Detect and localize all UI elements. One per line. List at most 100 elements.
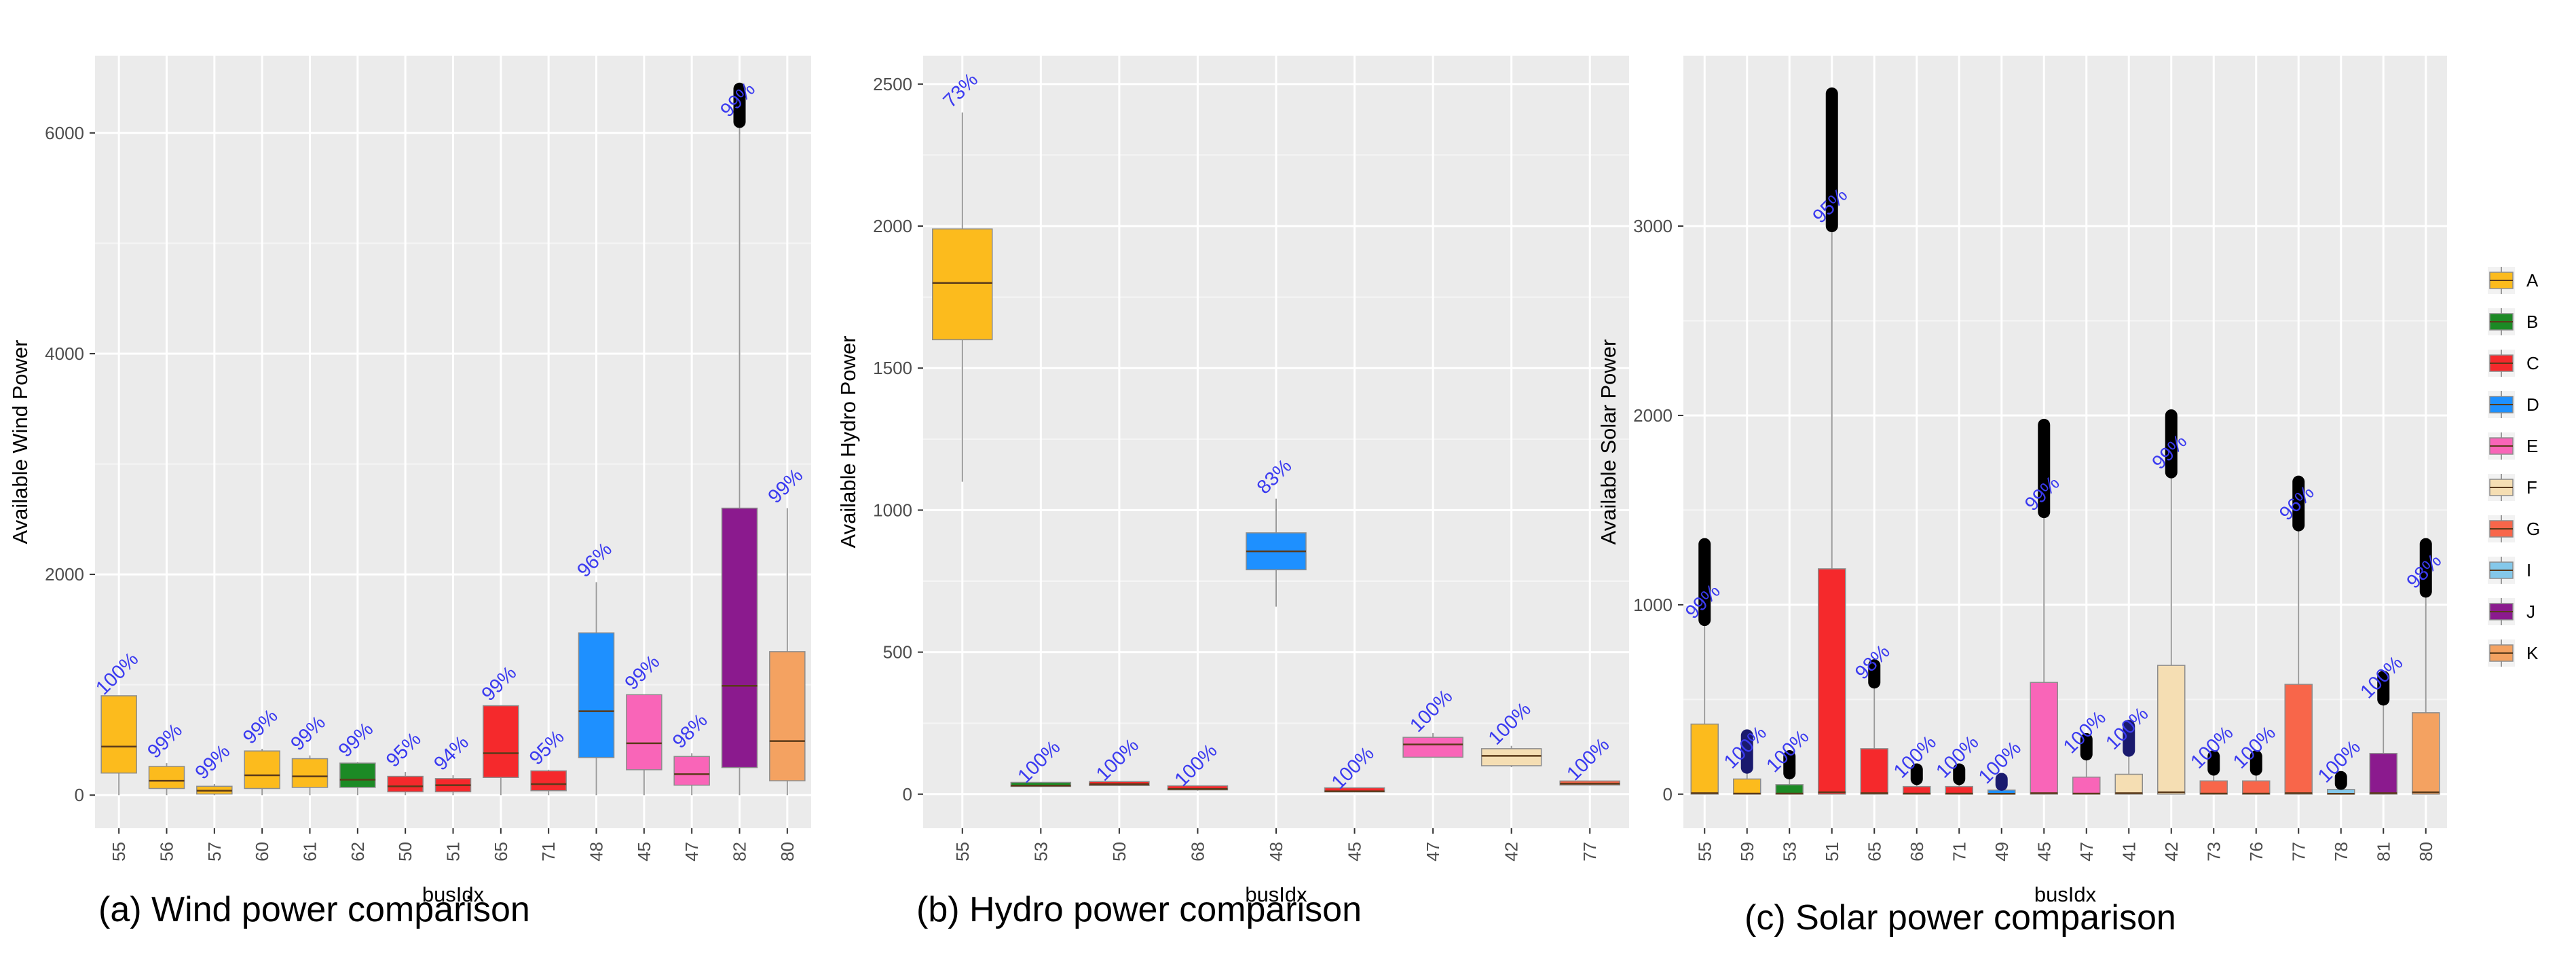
x-tick-label: 77 [2288, 842, 2309, 861]
box-47 [2072, 776, 2101, 795]
box-47 [1402, 737, 1463, 758]
box-65 [483, 705, 519, 778]
y-tick-label: 2500 [873, 74, 912, 94]
box-80 [2412, 712, 2440, 795]
box-61 [291, 758, 329, 788]
x-tick-label: 48 [1266, 842, 1286, 861]
box-47 [673, 756, 710, 786]
box-55 [100, 695, 137, 774]
x-tick-label: 76 [2246, 842, 2266, 861]
box-71 [530, 770, 567, 792]
legend-label-E: E [2526, 436, 2538, 456]
x-tick-label: 65 [491, 842, 511, 861]
x-tick-label: 47 [682, 842, 702, 861]
x-tick-label: 53 [1779, 842, 1799, 861]
x-tick-label: 48 [586, 842, 607, 861]
box-82 [721, 507, 758, 768]
x-tick-label: 55 [952, 842, 973, 861]
x-tick-label: 42 [1501, 842, 1522, 861]
x-tick-label: 81 [2373, 842, 2393, 861]
x-tick-label: 51 [443, 842, 464, 861]
x-tick-label: 60 [252, 842, 272, 861]
box-41 [2114, 773, 2143, 795]
y-axis-title: Available Solar Power [1597, 339, 1620, 545]
y-tick-label: 0 [903, 784, 912, 804]
y-tick-label: 2000 [45, 564, 84, 585]
x-tick-label: 62 [348, 842, 368, 861]
x-tick-label: 68 [1187, 842, 1208, 861]
y-tick-label: 1000 [873, 500, 912, 520]
box-55 [1690, 723, 1719, 795]
x-tick-label: 47 [1423, 842, 1443, 861]
box-76 [2242, 780, 2271, 795]
box-65 [1860, 748, 1888, 795]
box-50 [387, 775, 424, 793]
legend: A B C D E F G I J K [2488, 267, 2540, 667]
x-tick-label: 50 [395, 842, 415, 861]
x-tick-label: 55 [109, 842, 129, 861]
x-tick-label: 71 [1949, 842, 1969, 861]
x-tick-label: 57 [204, 842, 225, 861]
x-tick-label: 47 [2076, 842, 2097, 861]
solar-power-chart: 010002000300099%55100%59100%5395%5198%65… [1597, 56, 2447, 906]
legend-label-A: A [2526, 270, 2539, 291]
y-tick-label: 2000 [1633, 405, 1673, 426]
x-tick-label: 65 [1864, 842, 1884, 861]
x-tick-label: 82 [730, 842, 750, 861]
y-tick-label: 0 [75, 785, 84, 805]
box-60 [244, 750, 280, 790]
legend-label-G: G [2526, 519, 2540, 539]
box-42 [1480, 748, 1542, 766]
x-tick-label: 45 [634, 842, 654, 861]
x-tick-label: 73 [2203, 842, 2224, 861]
y-tick-label: 1500 [873, 358, 912, 378]
caption-wind: (a) Wind power comparison [98, 890, 530, 929]
caption-solar: (c) Solar power comparison [1744, 898, 2176, 938]
y-tick-label: 3000 [1633, 216, 1673, 236]
x-tick-label: 59 [1737, 842, 1757, 861]
box-59 [1733, 778, 1761, 795]
x-tick-label: 45 [2034, 842, 2054, 861]
x-axis-title: busIdx [1245, 883, 1307, 906]
x-tick-label: 78 [2331, 842, 2351, 861]
legend-label-C: C [2526, 353, 2539, 373]
x-tick-label: 71 [538, 842, 559, 861]
x-tick-label: 45 [1345, 842, 1365, 861]
x-tick-label: 80 [2416, 842, 2436, 861]
y-tick-label: 500 [883, 642, 912, 663]
box-80 [769, 651, 806, 781]
box-45 [2030, 682, 2058, 795]
x-tick-label: 50 [1109, 842, 1130, 861]
y-tick-label: 1000 [1633, 595, 1673, 615]
box-51 [1818, 568, 1846, 795]
caption-hydro: (b) Hydro power comparison [916, 890, 1362, 929]
x-tick-label: 42 [2161, 842, 2182, 861]
legend-label-K: K [2526, 643, 2539, 663]
y-tick-label: 4000 [45, 344, 84, 364]
legend-label-B: B [2526, 312, 2538, 332]
box-55 [932, 228, 993, 341]
y-axis-title: Available Wind Power [8, 340, 32, 544]
box-62 [339, 762, 376, 788]
x-axis-title: busIdx [422, 883, 485, 906]
x-axis-title: busIdx [2034, 883, 2097, 906]
box-73 [2199, 780, 2228, 795]
x-tick-label: 41 [2118, 842, 2139, 861]
legend-label-D: D [2526, 394, 2539, 415]
x-tick-label: 56 [157, 842, 177, 861]
x-tick-label: 68 [1907, 842, 1927, 861]
x-tick-label: 53 [1030, 842, 1051, 861]
y-axis-title: Available Hydro Power [836, 335, 860, 548]
legend-label-I: I [2526, 560, 2531, 580]
box-77 [2284, 684, 2313, 795]
box-45 [626, 694, 662, 771]
x-tick-label: 49 [1992, 842, 2012, 861]
x-tick-label: 80 [777, 842, 798, 861]
box-53 [1010, 781, 1072, 787]
x-tick-label: 51 [1822, 842, 1842, 861]
x-tick-label: 55 [1694, 842, 1715, 861]
box-42 [2157, 665, 2186, 795]
box-48 [578, 632, 615, 758]
